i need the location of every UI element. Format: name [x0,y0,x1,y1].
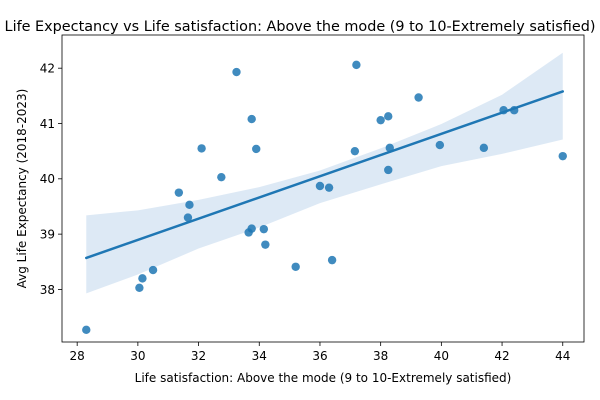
data-point [350,146,360,156]
data-point [185,200,194,210]
data-point [327,255,337,265]
confidence-band-layer [86,52,563,294]
y-tick-label: 41 [40,117,55,131]
data-point [509,106,519,115]
data-point [324,183,334,192]
x-tick-label: 44 [555,349,570,363]
data-point [499,106,508,115]
y-tick-label: 42 [40,61,55,75]
x-tick-label: 30 [130,349,145,363]
x-axis-ticks: 28 30 32 34 36 38 40 42 44 [70,342,570,363]
x-tick-label: 36 [312,349,327,363]
data-point [376,115,385,125]
y-tick-label: 40 [40,172,55,186]
x-tick-label: 28 [70,349,85,363]
x-tick-label: 42 [494,349,509,363]
x-tick-label: 38 [373,349,388,363]
data-point [414,93,423,102]
plot-frame [61,34,585,343]
x-tick-label: 32 [191,349,206,363]
confidence-band [86,52,563,294]
x-tick-label: 40 [434,349,449,363]
x-tick-label: 34 [252,349,267,363]
data-point [384,112,393,121]
data-point [479,143,489,153]
y-axis-label: Avg Life Expectancy (2018-2023) [15,89,29,289]
data-point [174,188,184,197]
data-point [291,262,300,271]
data-point [138,274,147,283]
y-axis-ticks: 38 39 40 41 42 [40,61,62,297]
data-point [261,240,270,249]
data-point [435,140,445,150]
regression-line-layer [85,90,565,260]
data-point [247,224,256,233]
data-point [384,165,393,175]
data-point [247,114,256,124]
data-point [558,151,567,161]
x-axis-label: Life satisfaction: Above the mode (9 to … [135,371,512,385]
data-point [385,143,394,153]
data-point [259,224,269,234]
y-tick-label: 39 [40,227,55,241]
data-point [352,60,361,70]
data-point [82,325,91,335]
scatter-points-layer [82,60,567,335]
regression-line [85,90,565,260]
data-point [135,283,144,292]
data-point [315,181,325,191]
y-tick-label: 38 [40,283,55,297]
data-point [183,213,193,222]
data-point [232,67,241,77]
chart-title: Life Expectancy vs Life satisfaction: Ab… [5,19,596,35]
data-point [252,144,261,154]
data-point [148,265,158,275]
data-point [217,172,226,182]
data-point [197,144,206,153]
